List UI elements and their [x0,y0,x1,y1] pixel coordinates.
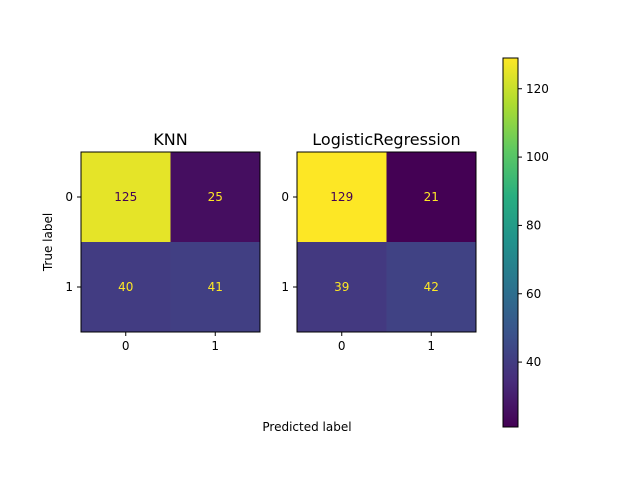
y-tick-label: 1 [65,280,73,294]
plot-frame [80,151,261,333]
cell-value-label: 39 [334,280,349,294]
knn-panel: KNN 125 25 40 41 0 1 0 1 [65,130,261,353]
cell-value-label: 21 [424,190,439,204]
x-tick-label: 0 [338,339,346,353]
logistic-regression-panel: LogisticRegression 129 21 39 42 0 1 0 1 [281,130,477,353]
colorbar-tick-label: 40 [526,355,541,369]
y-tick-label: 1 [281,280,289,294]
heatmap-cell [170,152,260,242]
y-tick-label: 0 [65,190,73,204]
colorbar-tick-label: 120 [526,82,549,96]
x-axis-label: Predicted label [262,420,351,434]
cell-value-label: 129 [330,190,353,204]
colorbar-tick-label: 80 [526,218,541,232]
colorbar: 40 60 80 100 120 [502,57,549,428]
y-tick-label: 0 [281,190,289,204]
x-tick-label: 1 [211,339,219,353]
heatmap-cell [81,152,171,242]
panel-title: LogisticRegression [312,130,460,149]
panel-title: KNN [153,130,187,149]
y-axis-label: True label [41,213,55,272]
colorbar-gradient [502,57,519,428]
heatmap-cell [386,152,476,242]
x-tick-label: 1 [427,339,435,353]
cell-value-label: 25 [208,190,223,204]
heatmap-cell [297,152,387,242]
colorbar-tick-label: 60 [526,287,541,301]
heatmap-cell [386,242,476,332]
heatmap-cell [297,242,387,332]
plot-frame [296,151,477,333]
heatmap-cell [170,242,260,332]
cell-value-label: 40 [118,280,133,294]
heatmap-cell [81,242,171,332]
cell-value-label: 41 [208,280,223,294]
cell-value-label: 42 [424,280,439,294]
cell-value-label: 125 [114,190,137,204]
x-tick-label: 0 [122,339,130,353]
colorbar-tick-label: 100 [526,150,549,164]
